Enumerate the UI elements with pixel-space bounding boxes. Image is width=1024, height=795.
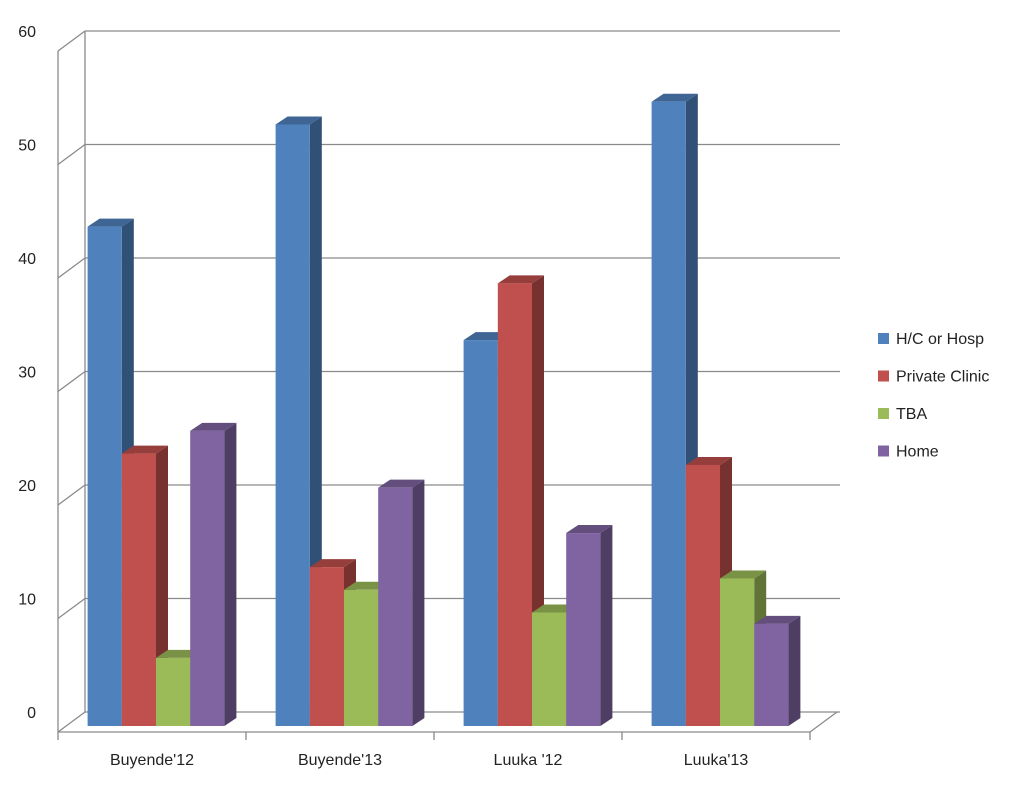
y-tick-label: 10 xyxy=(18,592,36,609)
gridline-side xyxy=(57,711,86,733)
legend: H/C or Hosp Private Clinic TBA Home xyxy=(878,331,989,461)
bar-side xyxy=(224,422,237,726)
legend-swatch xyxy=(878,370,889,382)
gridline-side xyxy=(57,597,86,620)
x-category-label: Luuka '12 xyxy=(494,752,563,769)
bar-front xyxy=(156,657,191,726)
y-tick-label: 40 xyxy=(18,251,36,268)
gridline-side xyxy=(57,370,86,393)
y-tick-label: 30 xyxy=(18,365,36,382)
bar-front xyxy=(190,430,225,726)
bar-top xyxy=(309,559,356,568)
legend-label: Private Clinic xyxy=(896,369,989,386)
bar-top xyxy=(566,525,613,534)
bar-front xyxy=(309,567,344,726)
bar-front xyxy=(497,283,532,726)
bar-top xyxy=(685,456,732,465)
bar-front xyxy=(754,623,789,726)
bar-front xyxy=(275,124,310,726)
bar-front xyxy=(121,453,156,726)
bar-top xyxy=(121,445,168,454)
bar-front xyxy=(651,101,686,726)
bar xyxy=(190,422,237,726)
bar xyxy=(754,615,801,726)
bar-front xyxy=(463,340,498,726)
bar-top xyxy=(720,570,767,579)
bar-top xyxy=(497,275,544,284)
legend-label: H/C or Hosp xyxy=(896,331,984,348)
bar-top xyxy=(651,93,698,102)
bar-front xyxy=(87,226,122,726)
labels-layer: 0 10 20 30 40 50 60 Buyende'12 Buyende'13 Luuka '… xyxy=(18,24,748,769)
bar-side xyxy=(412,479,425,726)
legend-swatch xyxy=(878,408,889,419)
bar-side xyxy=(788,615,801,726)
floor-right-edge xyxy=(809,711,838,733)
bar-top xyxy=(754,615,801,624)
bar-top xyxy=(378,479,425,488)
y-tick-label: 60 xyxy=(18,24,36,41)
bar-top xyxy=(87,218,134,227)
x-category-label: Luuka'13 xyxy=(684,752,749,769)
legend-swatch xyxy=(878,445,889,457)
legend-label: TBA xyxy=(896,406,927,423)
gridline-side xyxy=(57,30,86,52)
bars-layer xyxy=(87,93,801,726)
bar-front xyxy=(532,612,567,726)
bar xyxy=(378,479,425,726)
bar-top xyxy=(275,116,322,125)
y-tick-label: 50 xyxy=(18,138,36,155)
bar-front xyxy=(344,589,379,726)
legend-label: Home xyxy=(896,444,939,461)
bar-top xyxy=(190,422,237,431)
gridline-side xyxy=(57,484,86,506)
bar-front xyxy=(720,578,755,726)
x-category-label: Buyende'13 xyxy=(298,752,382,769)
gridline-side xyxy=(57,257,86,279)
bar xyxy=(566,525,613,726)
x-category-label: Buyende'12 xyxy=(110,752,194,769)
y-tick-label: 0 xyxy=(27,705,36,722)
y-tick-label: 20 xyxy=(18,478,36,495)
gridline-side xyxy=(57,143,86,166)
bar-front xyxy=(685,464,720,726)
bar-side xyxy=(600,525,613,726)
bar-front xyxy=(378,487,413,726)
legend-swatch xyxy=(878,333,889,344)
bar-front xyxy=(566,533,601,726)
